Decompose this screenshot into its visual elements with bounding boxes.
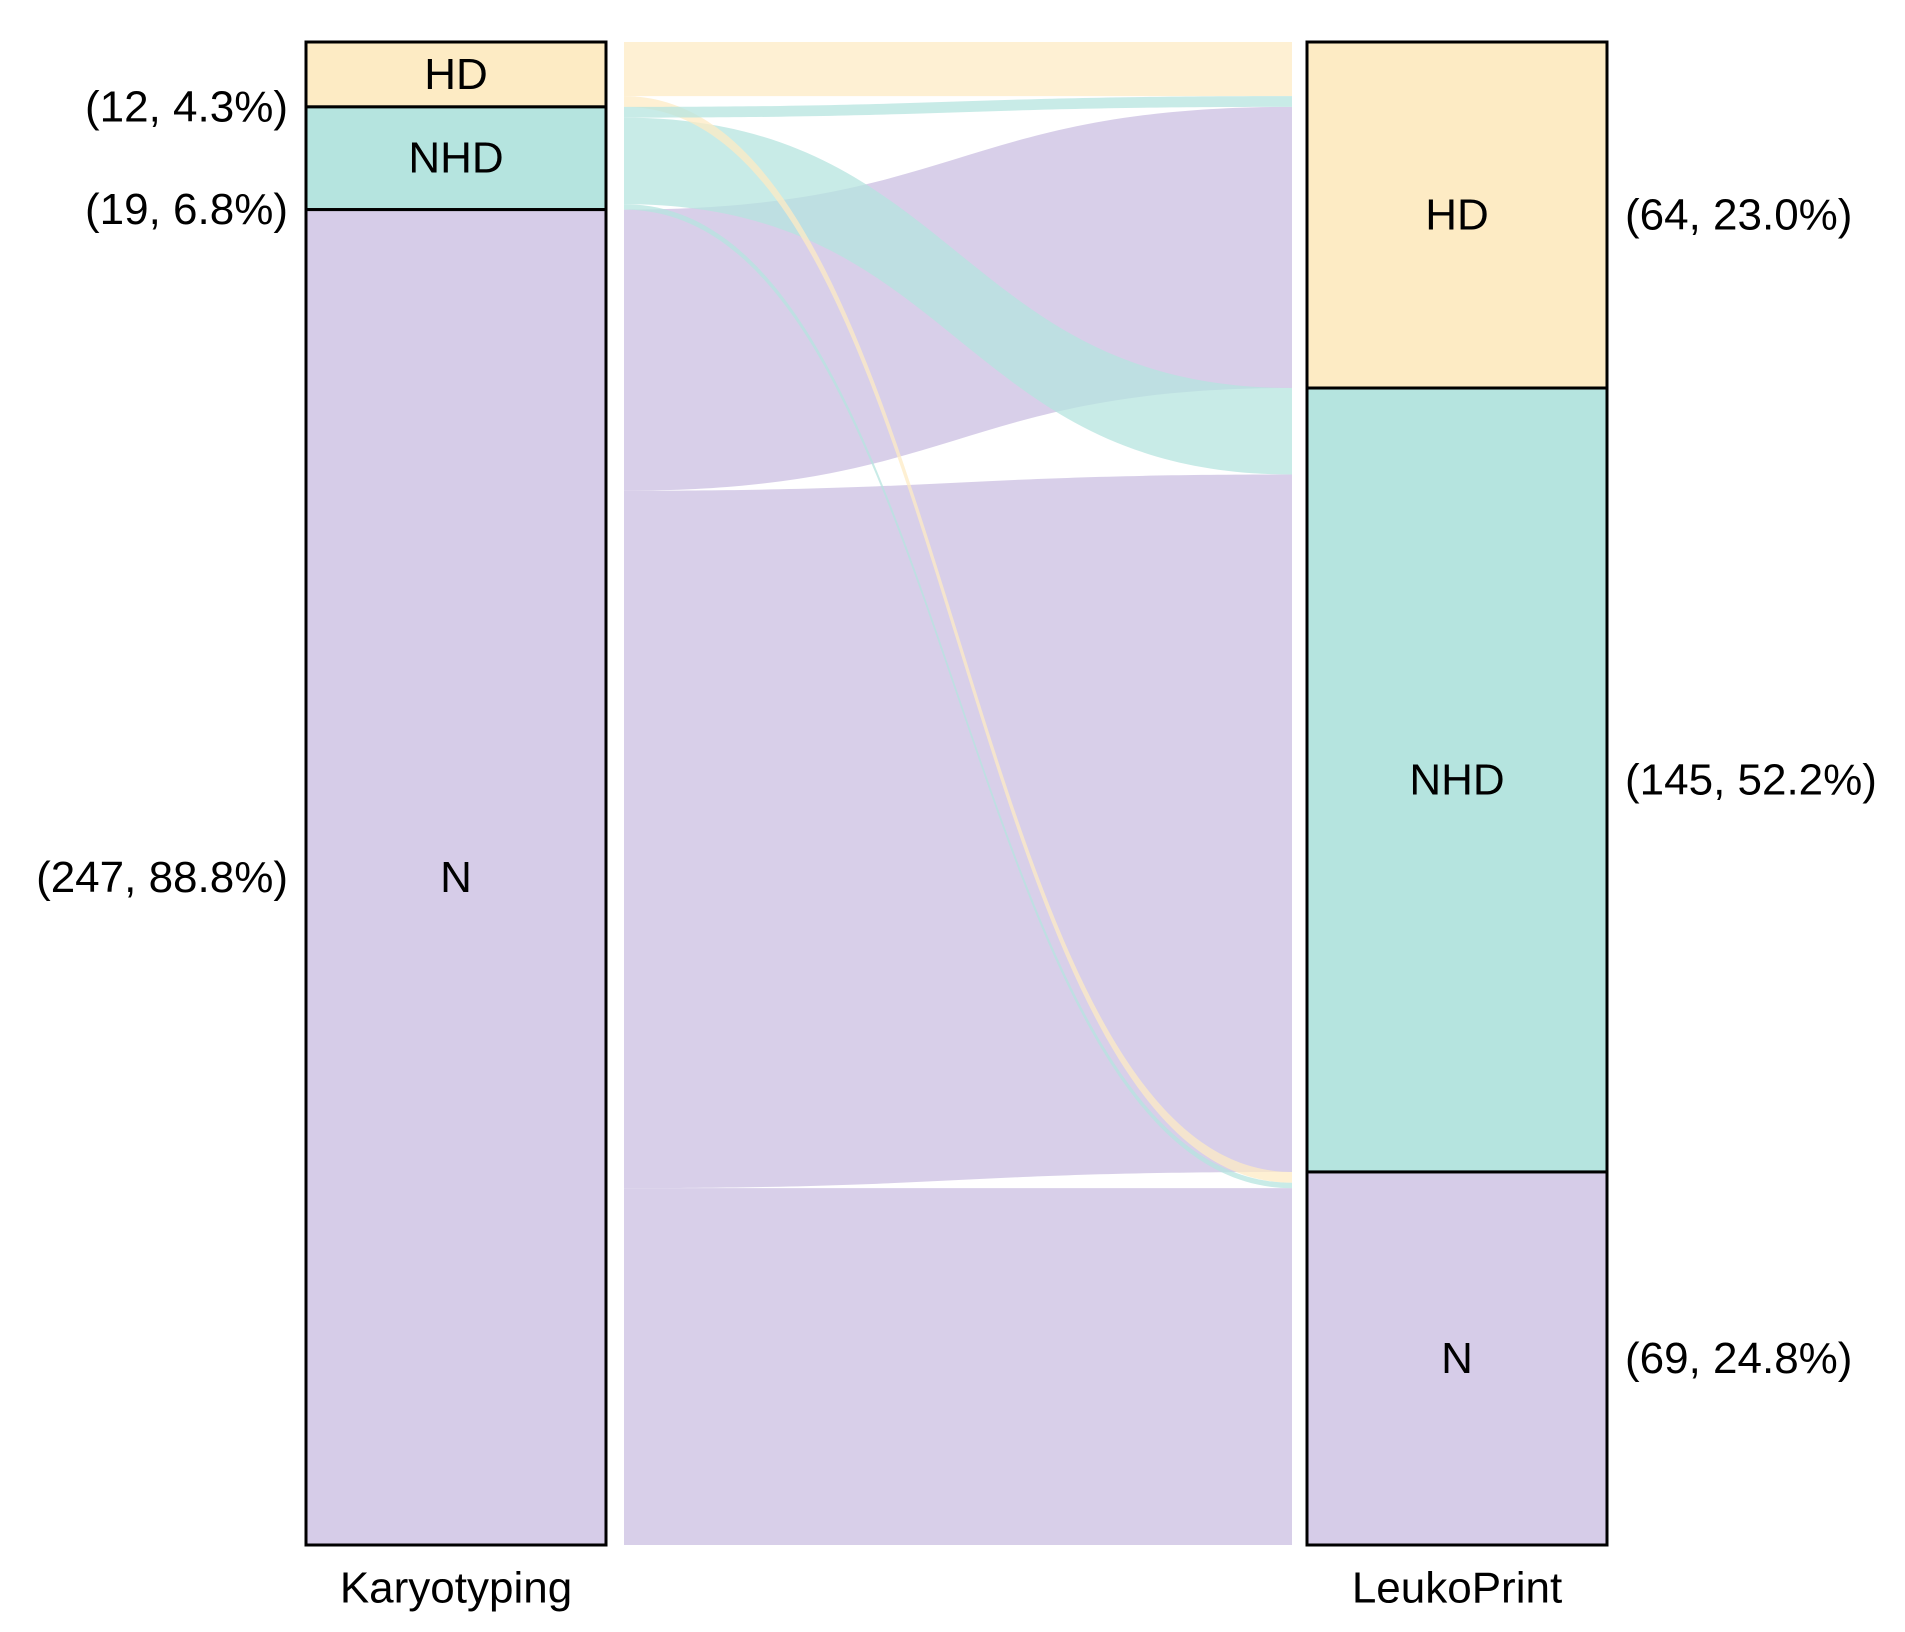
axis-label-leukoprint: LeukoPrint [1352, 1564, 1562, 1613]
flow-hd-to-n [624, 96, 1292, 1183]
leukoprint-node-n [1305, 1170, 1609, 1547]
karyotyping-count-label-hd: (12, 4.3%) [85, 82, 288, 131]
leukoprint-count-label-hd: (64, 23.0%) [1625, 191, 1852, 240]
leukoprint-node-nhd [1305, 386, 1609, 1174]
karyotyping-node-n [304, 208, 608, 1547]
karyotyping-node-nhd [304, 105, 608, 212]
leukoprint-count-label-nhd: (145, 52.2%) [1625, 755, 1877, 804]
flow-hd-to-hd [624, 42, 1292, 97]
karyotyping-node-label-n: N [440, 853, 472, 902]
karyotyping-node-label-hd: HD [424, 50, 488, 99]
flow-n-to-n [624, 1188, 1292, 1545]
karyotyping-node-label-nhd: NHD [408, 134, 503, 183]
leukoprint-node-hd [1305, 40, 1609, 390]
label-layer: HD(12, 4.3%)NHD(19, 6.8%)N(247, 88.8%)Ka… [36, 50, 1877, 1613]
flow-n-to-nhd [624, 474, 1292, 1189]
leukoprint-node-label-nhd: NHD [1409, 755, 1504, 804]
flow-nhd-to-n [624, 204, 1292, 1189]
node-layer [304, 40, 1609, 1547]
flow-nhd-to-nhd [624, 117, 1292, 475]
leukoprint-node-label-hd: HD [1425, 191, 1489, 240]
karyotyping-count-label-n: (247, 88.8%) [36, 853, 288, 902]
flow-layer [624, 42, 1292, 1545]
leukoprint-node-label-n: N [1441, 1334, 1473, 1383]
karyotyping-node-hd [304, 40, 608, 109]
leukoprint-count-label-n: (69, 24.8%) [1625, 1334, 1852, 1383]
flow-nhd-to-hd [624, 96, 1292, 118]
axis-label-karyotyping: Karyotyping [340, 1564, 572, 1613]
karyotyping-count-label-nhd: (19, 6.8%) [85, 185, 288, 234]
